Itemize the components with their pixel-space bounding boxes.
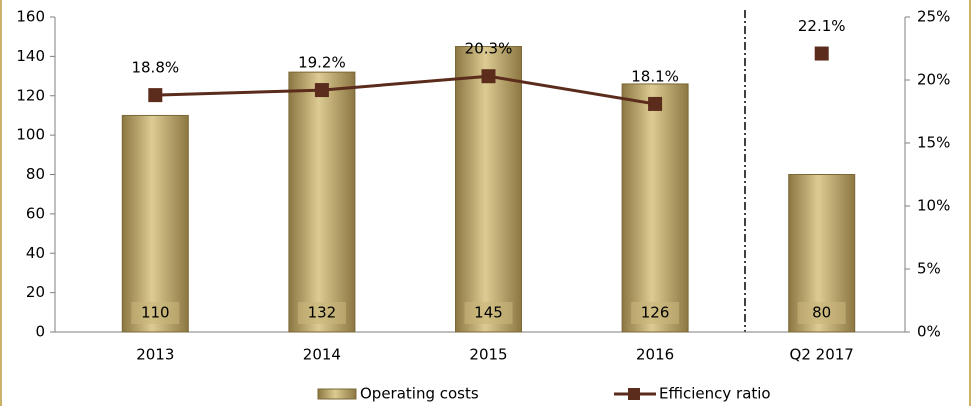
marker <box>648 96 663 111</box>
line-label: 20.3% <box>465 40 513 58</box>
bar-label: 126 <box>641 304 670 322</box>
line-label: 18.8% <box>131 59 179 77</box>
bar-label-box <box>631 302 680 324</box>
x-tick-label: 2015 <box>469 346 507 364</box>
y2-tick-label: 25% <box>917 8 950 26</box>
marker <box>314 83 329 98</box>
legend-marker <box>628 388 640 400</box>
marker <box>148 88 163 103</box>
legend-swatch <box>317 388 357 400</box>
x-tick-label: 2014 <box>303 346 341 364</box>
y-tick-label: 100 <box>16 126 45 144</box>
y2-tick-label: 5% <box>917 260 941 278</box>
line <box>155 74 656 106</box>
bar-label-box <box>297 302 346 324</box>
bar-label-box <box>131 302 180 324</box>
bar-label-box <box>797 302 846 324</box>
bar-label-box <box>464 302 513 324</box>
y2-tick-label: 20% <box>917 71 950 89</box>
bar <box>121 114 189 333</box>
y-tick-label: 20 <box>26 283 45 301</box>
frame-right <box>969 0 971 406</box>
bar <box>621 83 689 333</box>
y-tick-label: 140 <box>16 47 45 65</box>
bar-label: 110 <box>141 304 170 322</box>
line-label: 18.1% <box>631 67 679 85</box>
bar-label: 80 <box>812 304 831 322</box>
line-label: 19.2% <box>298 54 346 72</box>
y-tick-label: 160 <box>16 8 45 26</box>
marker <box>814 46 829 61</box>
legend-label: Operating costs <box>360 385 479 403</box>
frame-left <box>0 0 2 406</box>
y-tick-label: 40 <box>26 244 45 262</box>
x-tick-label: Q2 2017 <box>790 346 854 364</box>
y-tick-label: 120 <box>16 86 45 104</box>
y-tick-label: 0 <box>35 323 45 341</box>
x-tick-label: 2016 <box>636 346 674 364</box>
line-label: 22.1% <box>798 17 846 35</box>
bar <box>288 71 356 333</box>
y-tick-label: 80 <box>26 165 45 183</box>
marker <box>481 69 496 84</box>
bar-label: 132 <box>308 304 337 322</box>
y2-tick-label: 0% <box>917 323 941 341</box>
y2-tick-label: 10% <box>917 197 950 215</box>
x-tick-label: 2013 <box>136 346 174 364</box>
legend-label: Efficiency ratio <box>659 385 771 403</box>
y-tick-label: 60 <box>26 204 45 222</box>
bar-label: 145 <box>474 304 503 322</box>
y2-tick-label: 15% <box>917 134 950 152</box>
bar <box>455 46 522 333</box>
